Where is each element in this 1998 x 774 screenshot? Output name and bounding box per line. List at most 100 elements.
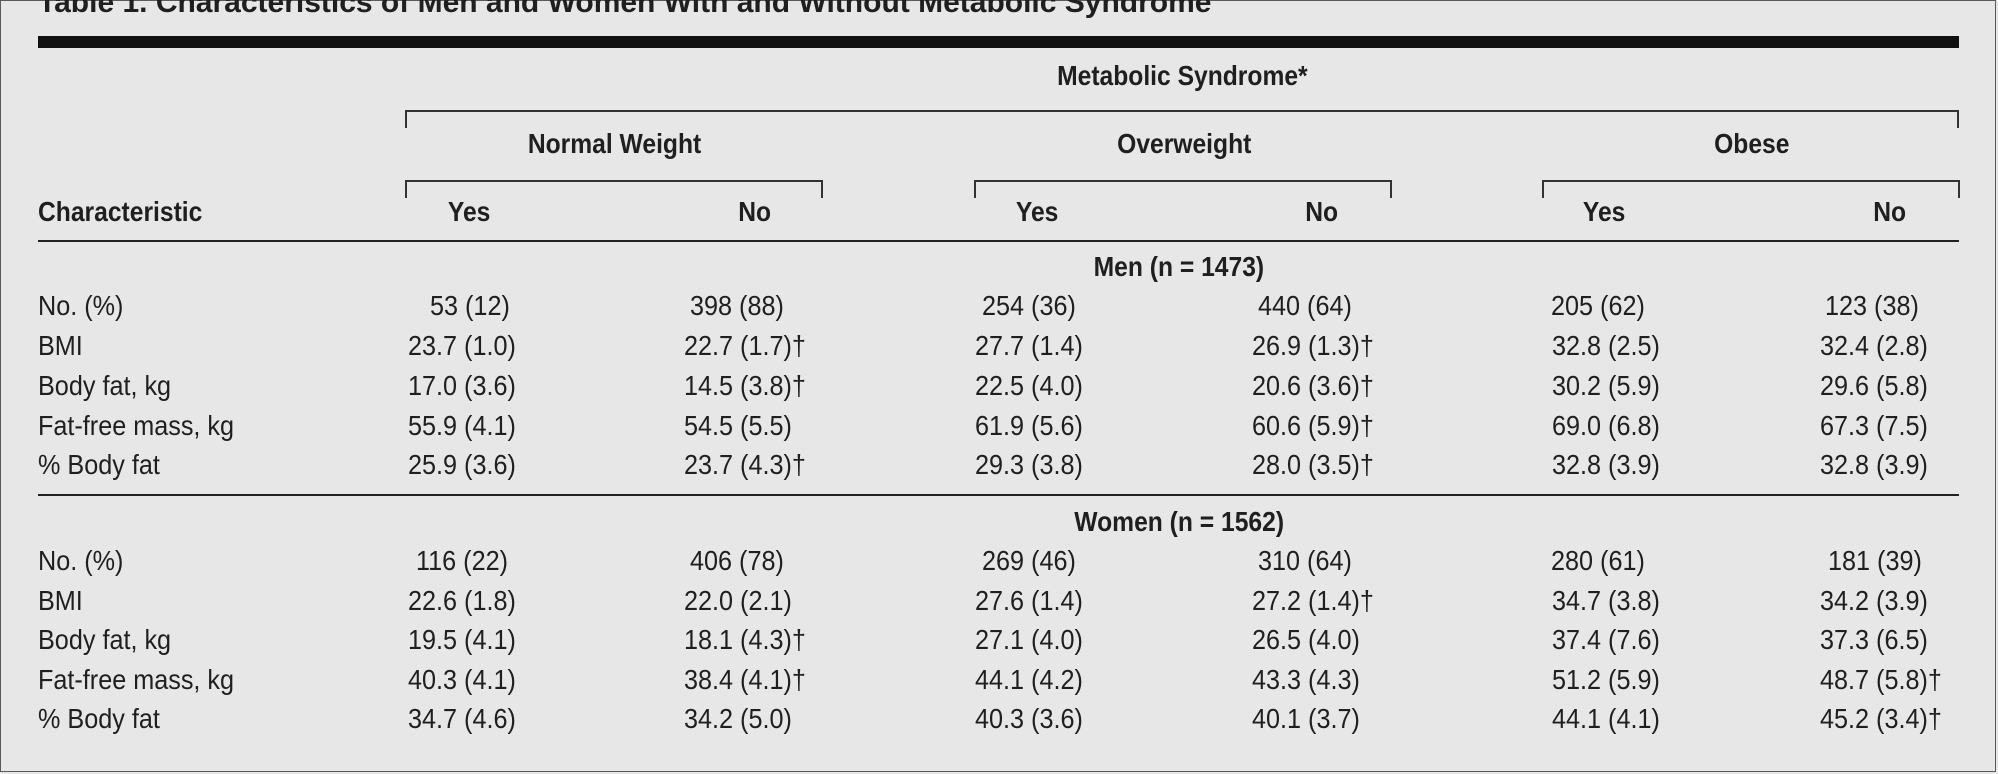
row-label: BMI [38, 585, 83, 616]
cell: 398 (88) [690, 290, 784, 321]
cell: 43.3 (4.3) [1252, 664, 1360, 695]
row-label: % Body fat [38, 449, 160, 480]
cell: 406 (78) [690, 545, 784, 576]
cell: 28.0 (3.5)† [1252, 449, 1374, 480]
cell: 34.2 (3.9) [1820, 585, 1928, 616]
table-row: Fat-free mass, kg 55.9 (4.1) 54.5 (5.5) … [0, 410, 1998, 448]
cell: 40.3 (3.6) [975, 703, 1083, 734]
cell: 269 (46) [982, 545, 1076, 576]
cell: 54.5 (5.5) [684, 410, 792, 441]
subcol-normal-no: No [738, 196, 772, 227]
row-label: No. (%) [38, 290, 124, 321]
row-label: BMI [38, 330, 83, 361]
section-divider-rule [38, 494, 1959, 496]
row-label: % Body fat [38, 703, 160, 734]
cell: 23.7 (1.0) [408, 330, 516, 361]
cell: 123 (38) [1825, 290, 1919, 321]
cell: 205 (62) [1551, 290, 1645, 321]
cell: 44.1 (4.1) [1552, 703, 1660, 734]
cell: 32.8 (2.5) [1552, 330, 1660, 361]
cell: 18.1 (4.3)† [684, 624, 806, 655]
cell: 60.6 (5.9)† [1252, 410, 1374, 441]
table-row: No. (%) 116 (22) 406 (78) 269 (46) 310 (… [0, 545, 1998, 583]
cell: 32.8 (3.9) [1820, 449, 1928, 480]
cell: 29.6 (5.8) [1820, 370, 1928, 401]
cell: 440 (64) [1258, 290, 1352, 321]
cell: 34.7 (3.8) [1552, 585, 1660, 616]
cell: 44.1 (4.2) [975, 664, 1083, 695]
cell: 27.7 (1.4) [975, 330, 1083, 361]
cell: 14.5 (3.8)† [684, 370, 806, 401]
section-title-men: Men (n = 1473) [1093, 251, 1265, 282]
cell: 34.2 (5.0) [684, 703, 792, 734]
cell: 280 (61) [1551, 545, 1645, 576]
table-caption: Table 1. Characteristics of Men and Wome… [38, 0, 1212, 19]
table-row: % Body fat 34.7 (4.6) 34.2 (5.0) 40.3 (3… [0, 703, 1998, 741]
row-label: Fat-free mass, kg [38, 410, 235, 441]
cell: 38.4 (4.1)† [684, 664, 806, 695]
cell: 254 (36) [982, 290, 1076, 321]
cell: 22.0 (2.1) [684, 585, 792, 616]
row-label: Fat-free mass, kg [38, 664, 235, 695]
subcol-over-no: No [1305, 196, 1339, 227]
cell: 40.1 (3.7) [1252, 703, 1360, 734]
cell: 30.2 (5.9) [1552, 370, 1660, 401]
cell: 26.9 (1.3)† [1252, 330, 1374, 361]
cell: 310 (64) [1258, 545, 1352, 576]
cell: 22.6 (1.8) [408, 585, 516, 616]
category-obese: Obese [1714, 128, 1790, 159]
cell: 25.9 (3.6) [408, 449, 516, 480]
table-row: % Body fat 25.9 (3.6) 23.7 (4.3)† 29.3 (… [0, 449, 1998, 487]
group-bracket [405, 110, 1959, 128]
top-thick-rule [38, 36, 1959, 48]
row-label: Body fat, kg [38, 370, 172, 401]
bracket-overweight [974, 180, 1392, 198]
section-title-women: Women (n = 1562) [1074, 506, 1285, 537]
cell: 51.2 (5.9) [1552, 664, 1660, 695]
cell: 37.3 (6.5) [1820, 624, 1928, 655]
cell: 48.7 (5.8)† [1820, 664, 1942, 695]
cell: 32.8 (3.9) [1552, 449, 1660, 480]
row-label: Body fat, kg [38, 624, 172, 655]
cell: 27.1 (4.0) [975, 624, 1083, 655]
cell: 26.5 (4.0) [1252, 624, 1360, 655]
cell: 55.9 (4.1) [408, 410, 516, 441]
category-overweight: Overweight [1117, 128, 1252, 159]
cell: 32.4 (2.8) [1820, 330, 1928, 361]
cell: 69.0 (6.8) [1552, 410, 1660, 441]
subcol-over-yes: Yes [1015, 196, 1059, 227]
cell: 27.6 (1.4) [975, 585, 1083, 616]
table-row: Body fat, kg 19.5 (4.1) 18.1 (4.3)† 27.1… [0, 624, 1998, 662]
table-row: Body fat, kg 17.0 (3.6) 14.5 (3.8)† 22.5… [0, 370, 1998, 408]
row-label: No. (%) [38, 545, 124, 576]
cell: 29.3 (3.8) [975, 449, 1083, 480]
cell: 19.5 (4.1) [408, 624, 516, 655]
subcol-obese-yes: Yes [1582, 196, 1626, 227]
cell: 17.0 (3.6) [408, 370, 516, 401]
cell: 34.7 (4.6) [408, 703, 516, 734]
table-row: No. (%) 53 (12) 398 (88) 254 (36) 440 (6… [0, 290, 1998, 328]
cell: 22.7 (1.7)† [684, 330, 806, 361]
cell: 67.3 (7.5) [1820, 410, 1928, 441]
bracket-obese [1542, 180, 1960, 198]
row-header-characteristic: Characteristic [38, 196, 203, 227]
cell: 23.7 (4.3)† [684, 449, 806, 480]
bracket-normal-weight [405, 180, 823, 198]
table-row: BMI 22.6 (1.8) 22.0 (2.1) 27.6 (1.4) 27.… [0, 585, 1998, 623]
cell: 40.3 (4.1) [408, 664, 516, 695]
category-normal-weight: Normal Weight [527, 128, 702, 159]
cell: 27.2 (1.4)† [1252, 585, 1374, 616]
cell: 45.2 (3.4)† [1820, 703, 1942, 734]
cell: 22.5 (4.0) [975, 370, 1083, 401]
group-title: Metabolic Syndrome* [1057, 60, 1308, 91]
cell: 61.9 (5.6) [975, 410, 1083, 441]
cell: 116 (22) [416, 545, 508, 576]
table-row: Fat-free mass, kg 40.3 (4.1) 38.4 (4.1)†… [0, 664, 1998, 702]
subcol-obese-no: No [1873, 196, 1907, 227]
cell: 37.4 (7.6) [1552, 624, 1660, 655]
table-row: BMI 23.7 (1.0) 22.7 (1.7)† 27.7 (1.4) 26… [0, 330, 1998, 368]
subcol-normal-yes: Yes [447, 196, 491, 227]
cell: 20.6 (3.6)† [1252, 370, 1374, 401]
header-bottom-rule [38, 240, 1959, 242]
